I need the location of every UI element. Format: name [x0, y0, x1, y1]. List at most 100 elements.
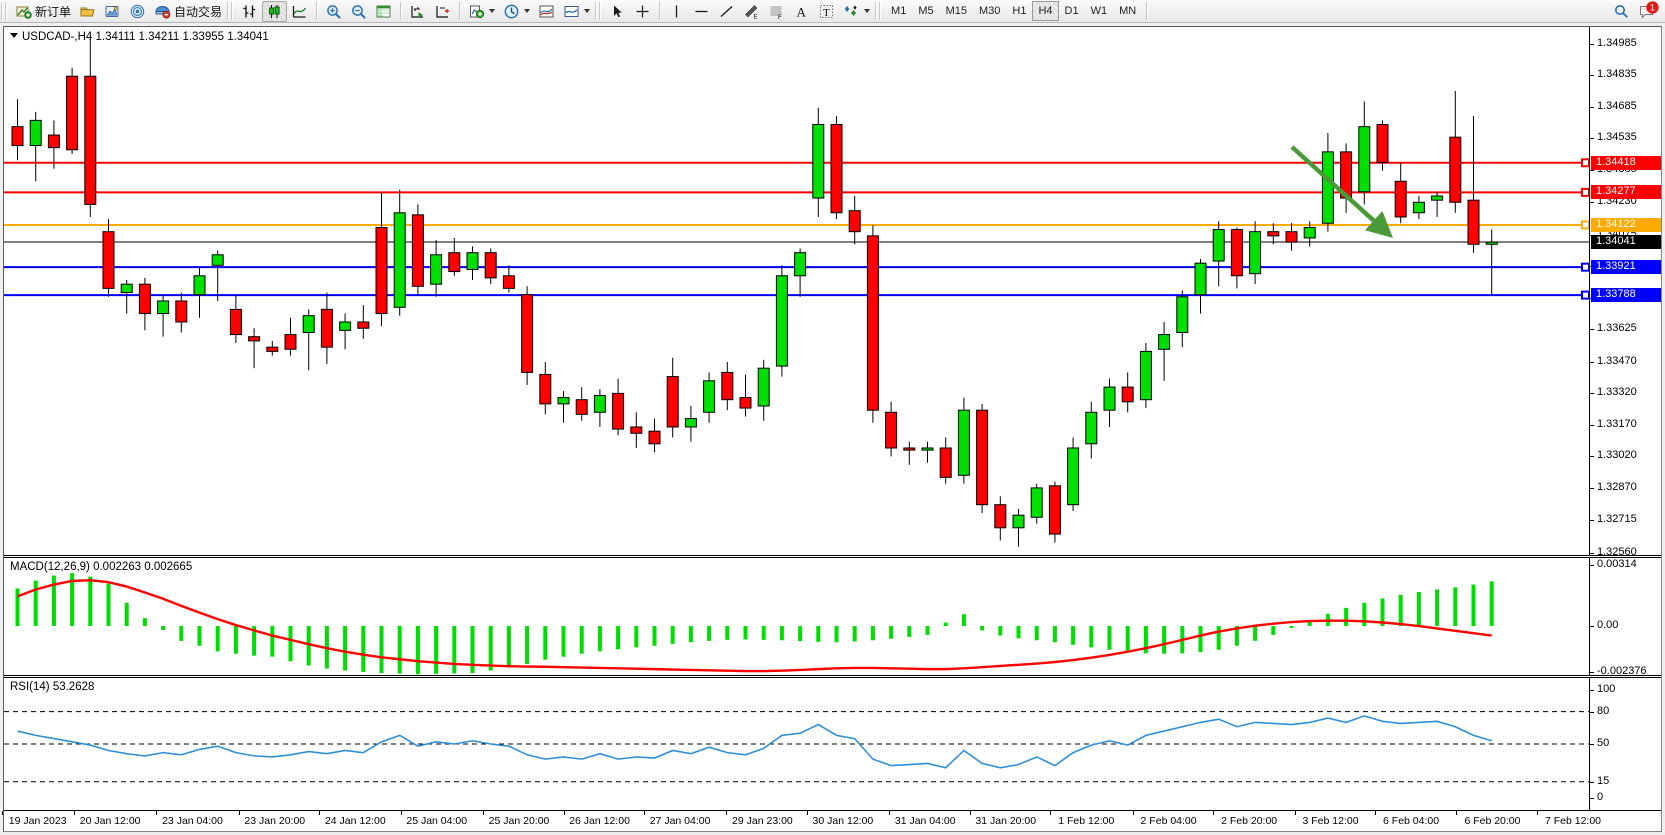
toolbar-grip-4[interactable] [875, 2, 883, 20]
candle [1067, 437, 1080, 511]
support-line-2-price-tag[interactable]: 1.33788 [1591, 288, 1661, 303]
candle-body [1176, 296, 1189, 333]
toolbar-grip-2[interactable] [227, 2, 235, 20]
chart-shift-button[interactable] [430, 1, 455, 22]
timeframe-h4[interactable]: H4 [1032, 1, 1059, 21]
current-price-line-price-tag[interactable]: 1.34041 [1591, 234, 1661, 249]
rsi-pane[interactable]: RSI(14) 53.2628 100 80 50 15 0 [4, 678, 1661, 810]
line-chart-icon [292, 5, 307, 18]
resistance-line-2-handle[interactable] [1581, 187, 1590, 197]
chart-window[interactable]: USDCAD-,H4 1.34111 1.34211 1.33955 1.340… [1, 26, 1662, 832]
time-axis-label: 25 Jan 04:00 [406, 815, 468, 827]
timeframe-m1[interactable]: M1 [891, 5, 907, 17]
timeframe-mn[interactable]: MN [1119, 5, 1137, 17]
chevron-down-icon[interactable] [584, 9, 591, 13]
support-line-1-handle[interactable] [1581, 262, 1590, 272]
rsi-scale[interactable]: 100 80 50 15 0 [1589, 678, 1661, 810]
notification-button[interactable]: 1 [1634, 0, 1659, 22]
mql5-community-button[interactable] [100, 1, 125, 22]
expert-advisors-button[interactable] [75, 1, 100, 22]
down-trend-arrow[interactable] [1290, 145, 1393, 238]
search-button[interactable] [1609, 1, 1634, 22]
time-scale[interactable]: 19 Jan 2023 20 Jan 12:00 23 Jan 04:00 23 Ja… [1, 810, 1661, 831]
time-axis-label: 27 Jan 04:00 [649, 815, 711, 827]
candle-body [721, 371, 734, 401]
candle-body [175, 300, 188, 323]
candle-body [1230, 229, 1243, 277]
candle-body [66, 75, 79, 151]
chevron-down-icon[interactable] [864, 9, 871, 13]
zoom-out-button[interactable] [346, 1, 371, 22]
candle [830, 116, 843, 220]
auto-scroll-button[interactable] [405, 1, 430, 22]
equidistant-channel-button[interactable]: E [739, 1, 764, 22]
candlestick-chart-button[interactable] [262, 0, 288, 22]
candle-body [1212, 229, 1225, 262]
candle-body [593, 394, 606, 413]
crosshair-button[interactable] [630, 1, 655, 22]
candle [1394, 162, 1407, 224]
text-label-button[interactable]: T [814, 1, 839, 22]
macd-pane[interactable]: MACD(12,26,9) 0.002263 0.002665 0.00314 0… [4, 558, 1661, 677]
candle [994, 496, 1007, 541]
bar-chart-button[interactable] [237, 1, 262, 22]
price-tick [1590, 393, 1594, 395]
fibonacci-button[interactable]: F [764, 1, 789, 22]
shapes-button[interactable] [839, 1, 874, 22]
pivot-line-price-tag[interactable]: 1.34122 [1591, 217, 1661, 232]
period-button[interactable] [499, 1, 534, 22]
folder-icon [80, 7, 95, 16]
time-tick [1213, 811, 1215, 815]
timeframe-w1[interactable]: W1 [1090, 5, 1108, 17]
candle-body [1303, 226, 1316, 239]
resistance-line-1-price-tag[interactable]: 1.34418 [1591, 155, 1661, 170]
timeframe-m15[interactable]: M15 [945, 5, 967, 17]
candle [502, 265, 515, 293]
horizontal-line-button[interactable] [689, 1, 714, 22]
chart-collapse-arrow-icon[interactable] [10, 33, 18, 38]
templates-dropdown-button[interactable] [559, 1, 594, 22]
pivot-line-handle[interactable] [1581, 220, 1590, 230]
support-line-2-handle[interactable] [1581, 290, 1590, 300]
candle [1085, 401, 1098, 459]
time-tick [1294, 811, 1296, 815]
macd-scale[interactable]: 0.00314 0.00 -0.002376 [1589, 558, 1661, 677]
svg-text:T: T [823, 7, 830, 19]
timeframe-h1[interactable]: H1 [1012, 5, 1027, 17]
toolbar-separator-5 [1146, 2, 1148, 20]
candle-body [1048, 485, 1061, 535]
signals-button[interactable] [125, 1, 150, 22]
time-tick [1, 811, 3, 815]
candle-body [266, 346, 279, 352]
price-tick [1590, 487, 1594, 489]
candle-body [703, 380, 716, 413]
text-button[interactable]: A [789, 1, 814, 22]
time-tick [1537, 811, 1538, 815]
new-order-button[interactable]: 新订单 [11, 1, 75, 22]
vertical-line-button[interactable] [664, 1, 689, 22]
candle-body [157, 300, 170, 315]
timeframe-m30[interactable]: M30 [979, 5, 1001, 17]
resistance-line-1-handle[interactable] [1581, 158, 1590, 168]
data-window-button[interactable] [371, 1, 396, 22]
cursor-button[interactable] [605, 1, 630, 22]
autotrading-button[interactable]: 自动交易 [150, 1, 226, 22]
line-chart-button[interactable] [287, 1, 312, 22]
zoom-in-button[interactable] [321, 1, 346, 22]
chevron-down-icon[interactable] [489, 9, 496, 13]
candle-body [411, 214, 424, 287]
resistance-line-2-price-tag[interactable]: 1.34277 [1591, 185, 1661, 200]
time-axis-label: 2 Feb 20:00 [1221, 815, 1278, 827]
timeframe-d1[interactable]: D1 [1064, 5, 1079, 17]
templates-button[interactable] [534, 1, 559, 22]
toolbar-grip-3[interactable] [595, 2, 603, 20]
support-line-1-price-tag[interactable]: 1.33921 [1591, 260, 1661, 275]
indicators-button[interactable] [464, 1, 499, 22]
time-axis-label: 3 Feb 12:00 [1302, 815, 1359, 827]
toolbar-grip-1[interactable] [1, 2, 8, 20]
chevron-down-icon[interactable] [524, 9, 531, 13]
trendline-button[interactable] [714, 1, 739, 22]
price-pane[interactable]: USDCAD-,H4 1.34111 1.34211 1.33955 1.340… [4, 27, 1661, 558]
candle [411, 204, 424, 295]
timeframe-m5[interactable]: M5 [918, 5, 934, 17]
